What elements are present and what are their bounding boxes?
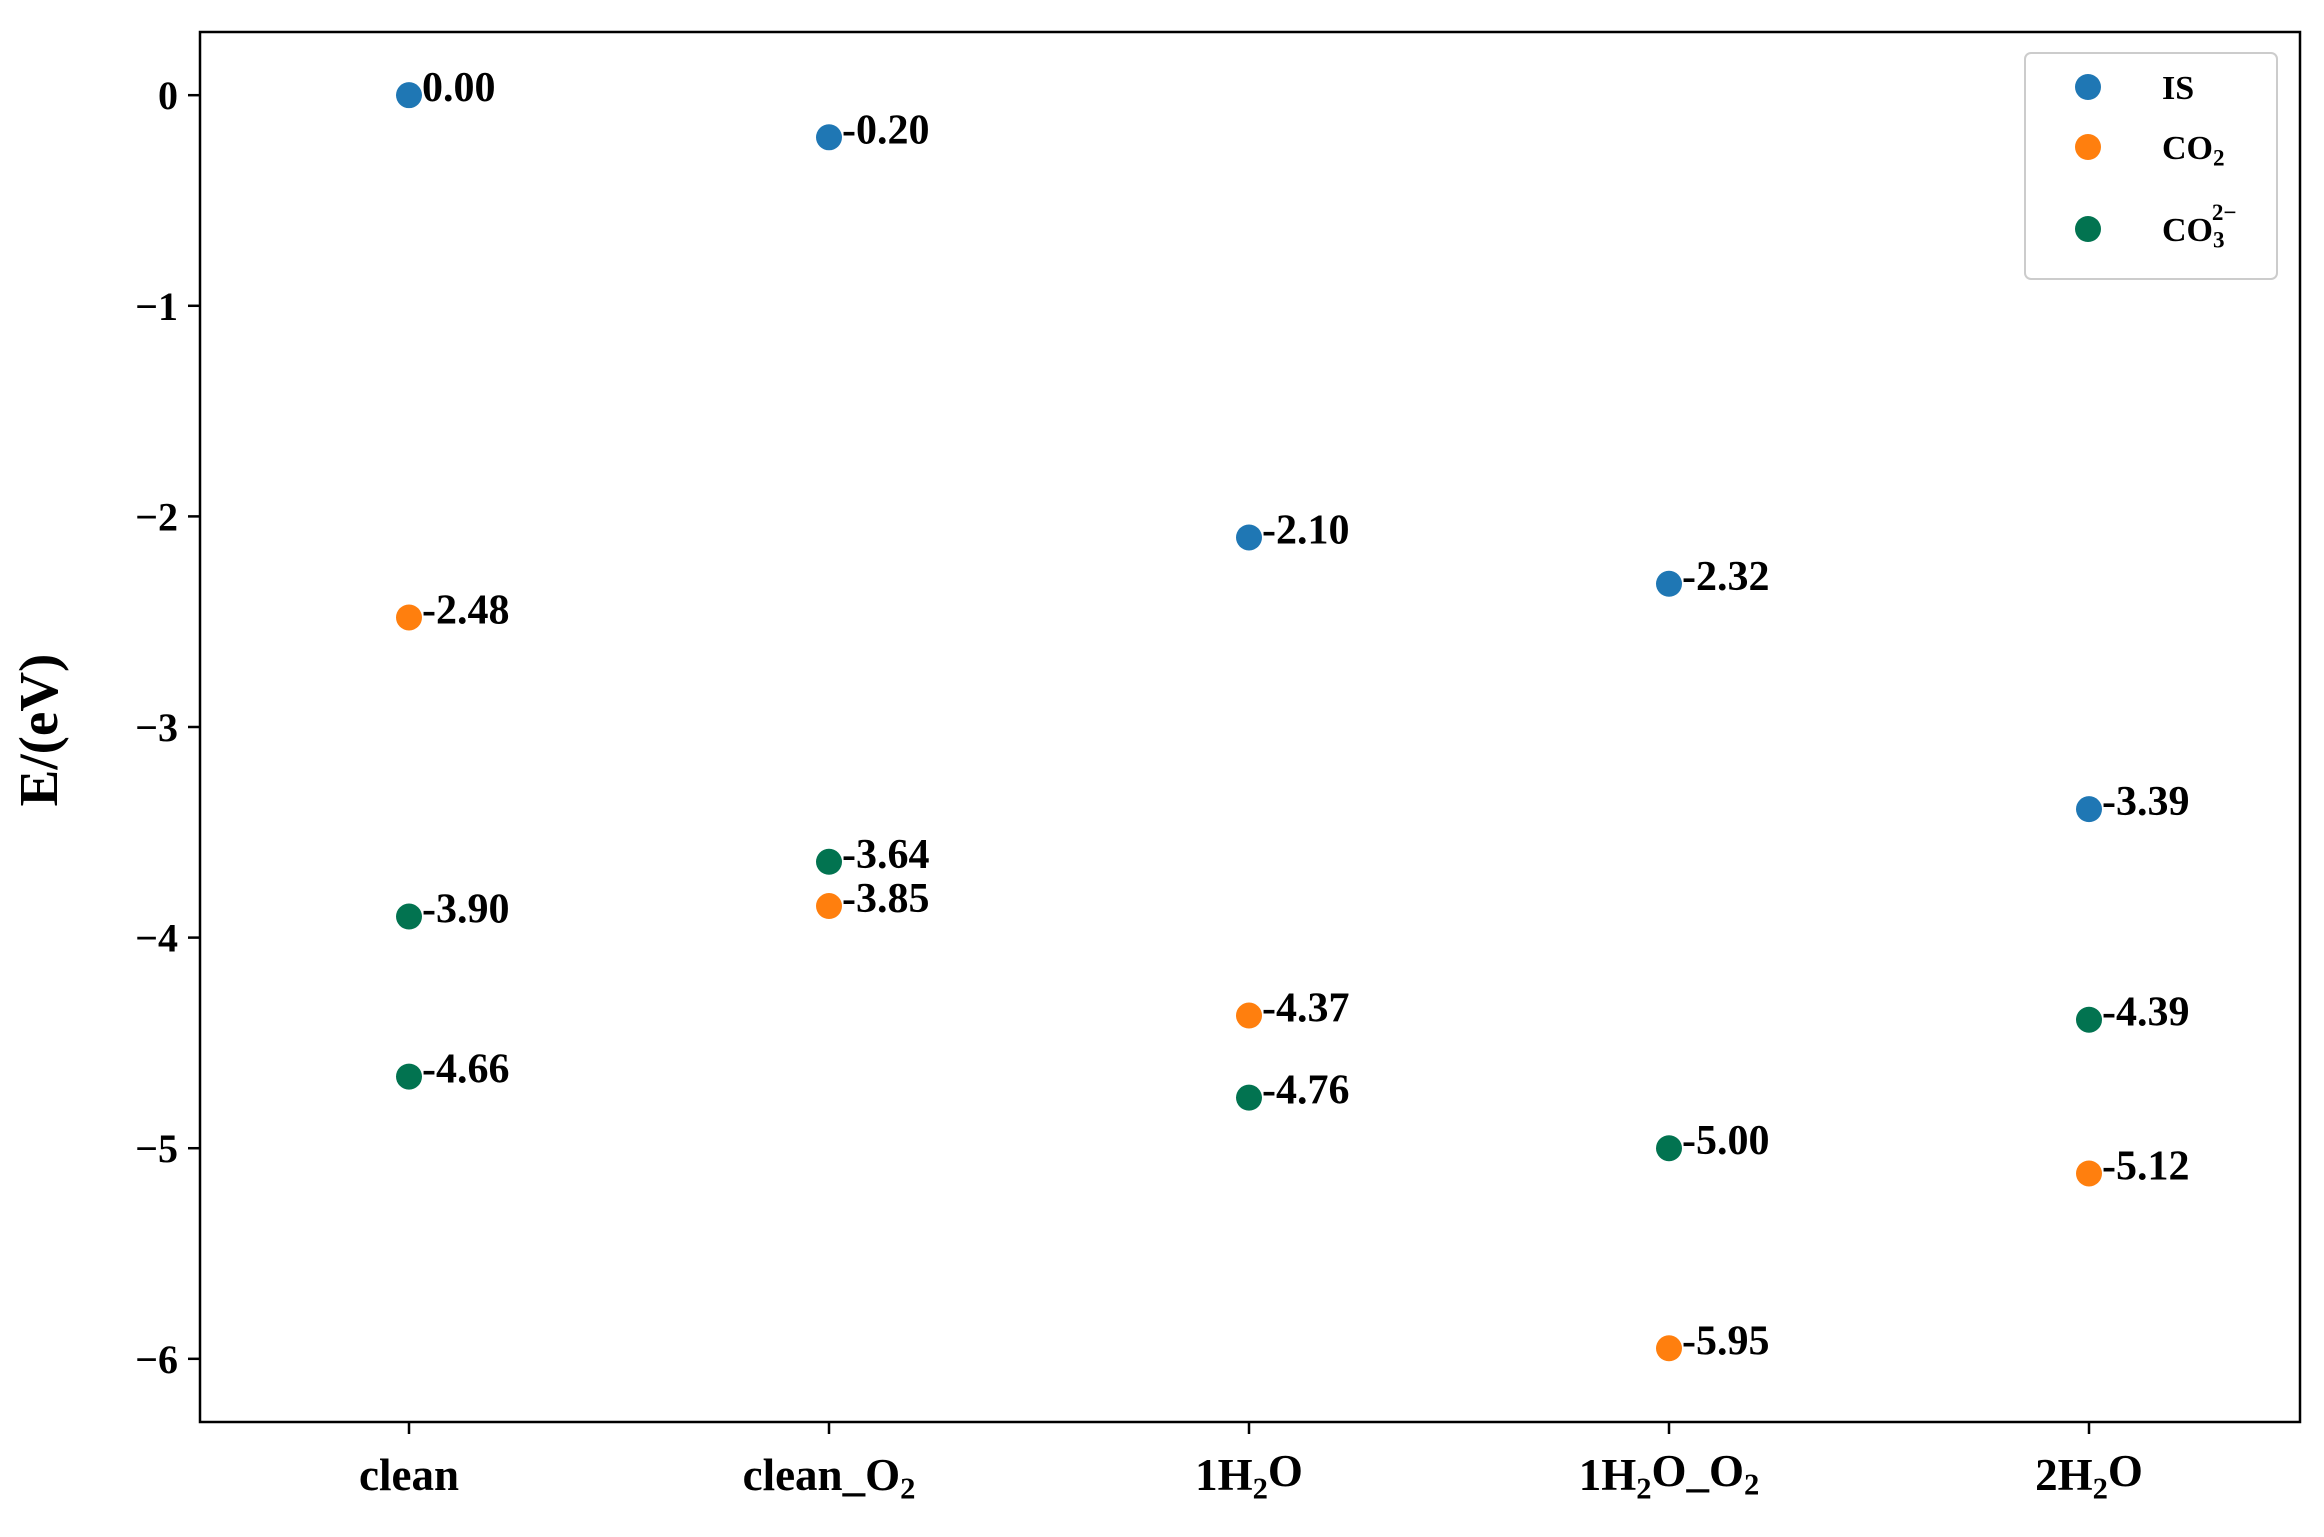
text-part: 2 (2213, 145, 2225, 171)
data-label: -4.37 (1262, 986, 1350, 1032)
point-is-2h2o (2076, 796, 2102, 823)
point-co3-2-1h2o (1236, 1084, 1262, 1111)
data-points (396, 82, 2102, 1362)
text-part: O_O (1652, 1446, 1745, 1496)
data-label: -5.00 (1682, 1118, 1770, 1164)
legend-marker-co3-2 (2075, 216, 2101, 242)
x-tick-label-1h2o-o2: 1H2O_O2 (1579, 1446, 1760, 1506)
text-part: 2 (1253, 1472, 1268, 1506)
data-label: -2.10 (1262, 507, 1350, 553)
data-label: -2.32 (1682, 554, 1770, 600)
x-tick-label-clean-o2: clean_O2 (743, 1450, 916, 1506)
point-co3-2-clean-o2 (816, 848, 842, 875)
data-label: 0.00 (422, 65, 496, 111)
data-label: -3.39 (2102, 779, 2190, 825)
point-co2-clean-o2 (816, 893, 842, 920)
y-tick-label: −4 (135, 916, 178, 961)
text-part: CO (2162, 130, 2213, 167)
point-co3-2-1h2o-o2 (1656, 1135, 1682, 1162)
text-part: 2H (2035, 1450, 2093, 1500)
data-label: -4.76 (1262, 1068, 1350, 1114)
data-label: -3.85 (842, 876, 930, 922)
data-label: -4.39 (2102, 990, 2190, 1036)
x-axis-ticks: clean clean_O2 1H2O 1H2O_O2 2H2O (359, 1422, 2143, 1506)
point-co2-1h2o-o2 (1656, 1335, 1682, 1362)
text-part: 1H (1579, 1450, 1637, 1500)
plot-frame (198, 30, 2302, 1424)
text-part: 2 (2093, 1472, 2108, 1506)
text-part: O (1268, 1446, 1303, 1496)
text-part: CO (2162, 212, 2213, 249)
data-label: -5.12 (2102, 1143, 2190, 1189)
point-co3-2-clean (396, 1063, 422, 1090)
text-part: IS (2162, 70, 2194, 107)
point-is-1h2o-o2 (1656, 570, 1682, 597)
x-tick-label-2h2o: 2H2O (2035, 1446, 2143, 1506)
point-is-clean-o2 (816, 124, 842, 151)
text-part: 2 (900, 1472, 915, 1506)
text-part: 3 (2213, 227, 2225, 253)
text-part: clean (359, 1450, 459, 1500)
text-part: 1H (1195, 1450, 1253, 1500)
point-co2-clean (396, 604, 422, 631)
legend-label-co3-2: CO32− (2162, 200, 2237, 253)
y-tick-label: 0 (158, 73, 178, 118)
point-co3-2-clean (396, 903, 422, 930)
data-label: -4.66 (422, 1047, 510, 1093)
data-label: -3.64 (842, 832, 930, 878)
point-co3-2-2h2o (2076, 1006, 2102, 1033)
data-label: -2.48 (422, 587, 510, 633)
legend-marker-co2 (2075, 134, 2101, 160)
y-tick-label: −3 (135, 705, 178, 750)
y-tick-label: −2 (135, 494, 178, 539)
data-label: -3.90 (422, 887, 510, 933)
data-labels: 0.00 -0.20 -2.10 -2.32 -3.39 -2.48 -3.85 -4.37 -… (422, 65, 2190, 1364)
data-label: -0.20 (842, 107, 930, 153)
point-is-1h2o (1236, 524, 1262, 551)
legend-label-is: IS (2162, 70, 2194, 107)
point-co2-1h2o (1236, 1002, 1262, 1029)
y-tick-label: −1 (135, 284, 178, 329)
legend-box (2024, 52, 2278, 280)
y-axis-label: E/(eV) (8, 654, 69, 807)
text-part: clean_O (743, 1450, 900, 1500)
legend-marker-is (2075, 74, 2101, 100)
y-tick-label: −6 (135, 1337, 178, 1382)
x-tick-label-clean: clean (359, 1450, 459, 1500)
data-label: -5.95 (1682, 1318, 1770, 1364)
y-tick-label: −5 (135, 1126, 178, 1171)
point-co2-2h2o (2076, 1160, 2102, 1187)
text-part: 2− (2212, 200, 2237, 226)
x-tick-label-1h2o: 1H2O (1195, 1446, 1303, 1506)
point-is-clean (396, 82, 422, 109)
y-axis-ticks: 0 −1 −2 −3 −4 −5 −6 (135, 73, 200, 1382)
text-part: 2 (1744, 1468, 1759, 1502)
text-part: O (2108, 1446, 2143, 1496)
legend-label-co2: CO2 (2162, 130, 2225, 171)
text-part: 2 (1636, 1472, 1651, 1506)
